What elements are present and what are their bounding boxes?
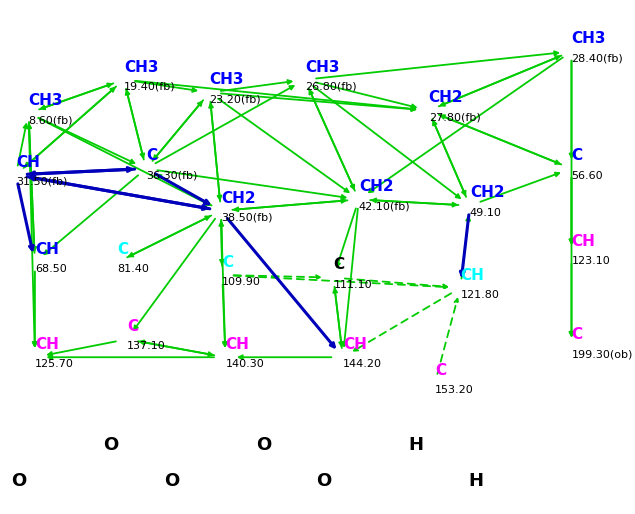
Text: 68.50: 68.50	[35, 264, 67, 274]
Text: CH3: CH3	[572, 31, 606, 46]
Text: 49.10: 49.10	[470, 208, 502, 217]
Text: 26.80(fb): 26.80(fb)	[305, 82, 356, 91]
Text: 8.60(fb): 8.60(fb)	[29, 115, 73, 125]
Text: O: O	[164, 471, 179, 490]
Text: CH: CH	[225, 337, 250, 352]
Text: 28.40(fb): 28.40(fb)	[572, 53, 623, 63]
Text: C: C	[333, 258, 345, 272]
Text: CH3: CH3	[305, 60, 339, 75]
Text: 31.50(fb): 31.50(fb)	[16, 177, 67, 187]
Text: O: O	[316, 471, 331, 490]
Text: 38.50(fb): 38.50(fb)	[221, 213, 272, 223]
Text: CH: CH	[460, 268, 485, 283]
Text: CH3: CH3	[210, 72, 244, 87]
Text: H: H	[408, 435, 424, 454]
Text: 42.10(fb): 42.10(fb)	[359, 201, 410, 211]
Text: 123.10: 123.10	[572, 256, 610, 266]
Text: C: C	[222, 255, 234, 270]
Text: CH2: CH2	[470, 186, 505, 200]
Text: 109.90: 109.90	[222, 277, 261, 287]
Text: 111.10: 111.10	[333, 280, 372, 289]
Text: CH3: CH3	[29, 93, 63, 108]
Text: CH: CH	[35, 337, 59, 352]
Text: 140.30: 140.30	[225, 359, 264, 369]
Text: CH: CH	[35, 242, 59, 257]
Text: C: C	[146, 149, 157, 163]
Text: C: C	[572, 327, 583, 342]
Text: 23.20(fb): 23.20(fb)	[210, 95, 261, 104]
Text: CH: CH	[343, 337, 367, 352]
Text: 153.20: 153.20	[435, 385, 474, 395]
Text: 56.60: 56.60	[572, 171, 603, 180]
Text: CH2: CH2	[221, 191, 256, 206]
Text: C: C	[117, 242, 129, 257]
Text: 125.70: 125.70	[35, 359, 74, 369]
Text: 81.40: 81.40	[117, 264, 149, 274]
Text: 36.30(fb): 36.30(fb)	[146, 171, 197, 180]
Text: CH3: CH3	[124, 60, 158, 75]
Text: CH2: CH2	[359, 179, 394, 194]
Text: C: C	[572, 149, 583, 163]
Text: H: H	[469, 471, 484, 490]
Text: 199.30(ob): 199.30(ob)	[572, 349, 633, 359]
Text: CH: CH	[572, 234, 596, 249]
Text: C: C	[127, 319, 138, 334]
Text: 27.80(fb): 27.80(fb)	[429, 113, 480, 122]
Text: O: O	[104, 435, 119, 454]
Text: 144.20: 144.20	[343, 359, 382, 369]
Text: CH: CH	[16, 155, 40, 170]
Text: O: O	[256, 435, 271, 454]
Text: O: O	[11, 471, 27, 490]
Text: CH2: CH2	[429, 90, 464, 105]
Text: C: C	[435, 363, 446, 378]
Text: 19.40(fb): 19.40(fb)	[124, 82, 175, 91]
Text: 137.10: 137.10	[127, 341, 166, 351]
Text: 121.80: 121.80	[460, 290, 499, 300]
